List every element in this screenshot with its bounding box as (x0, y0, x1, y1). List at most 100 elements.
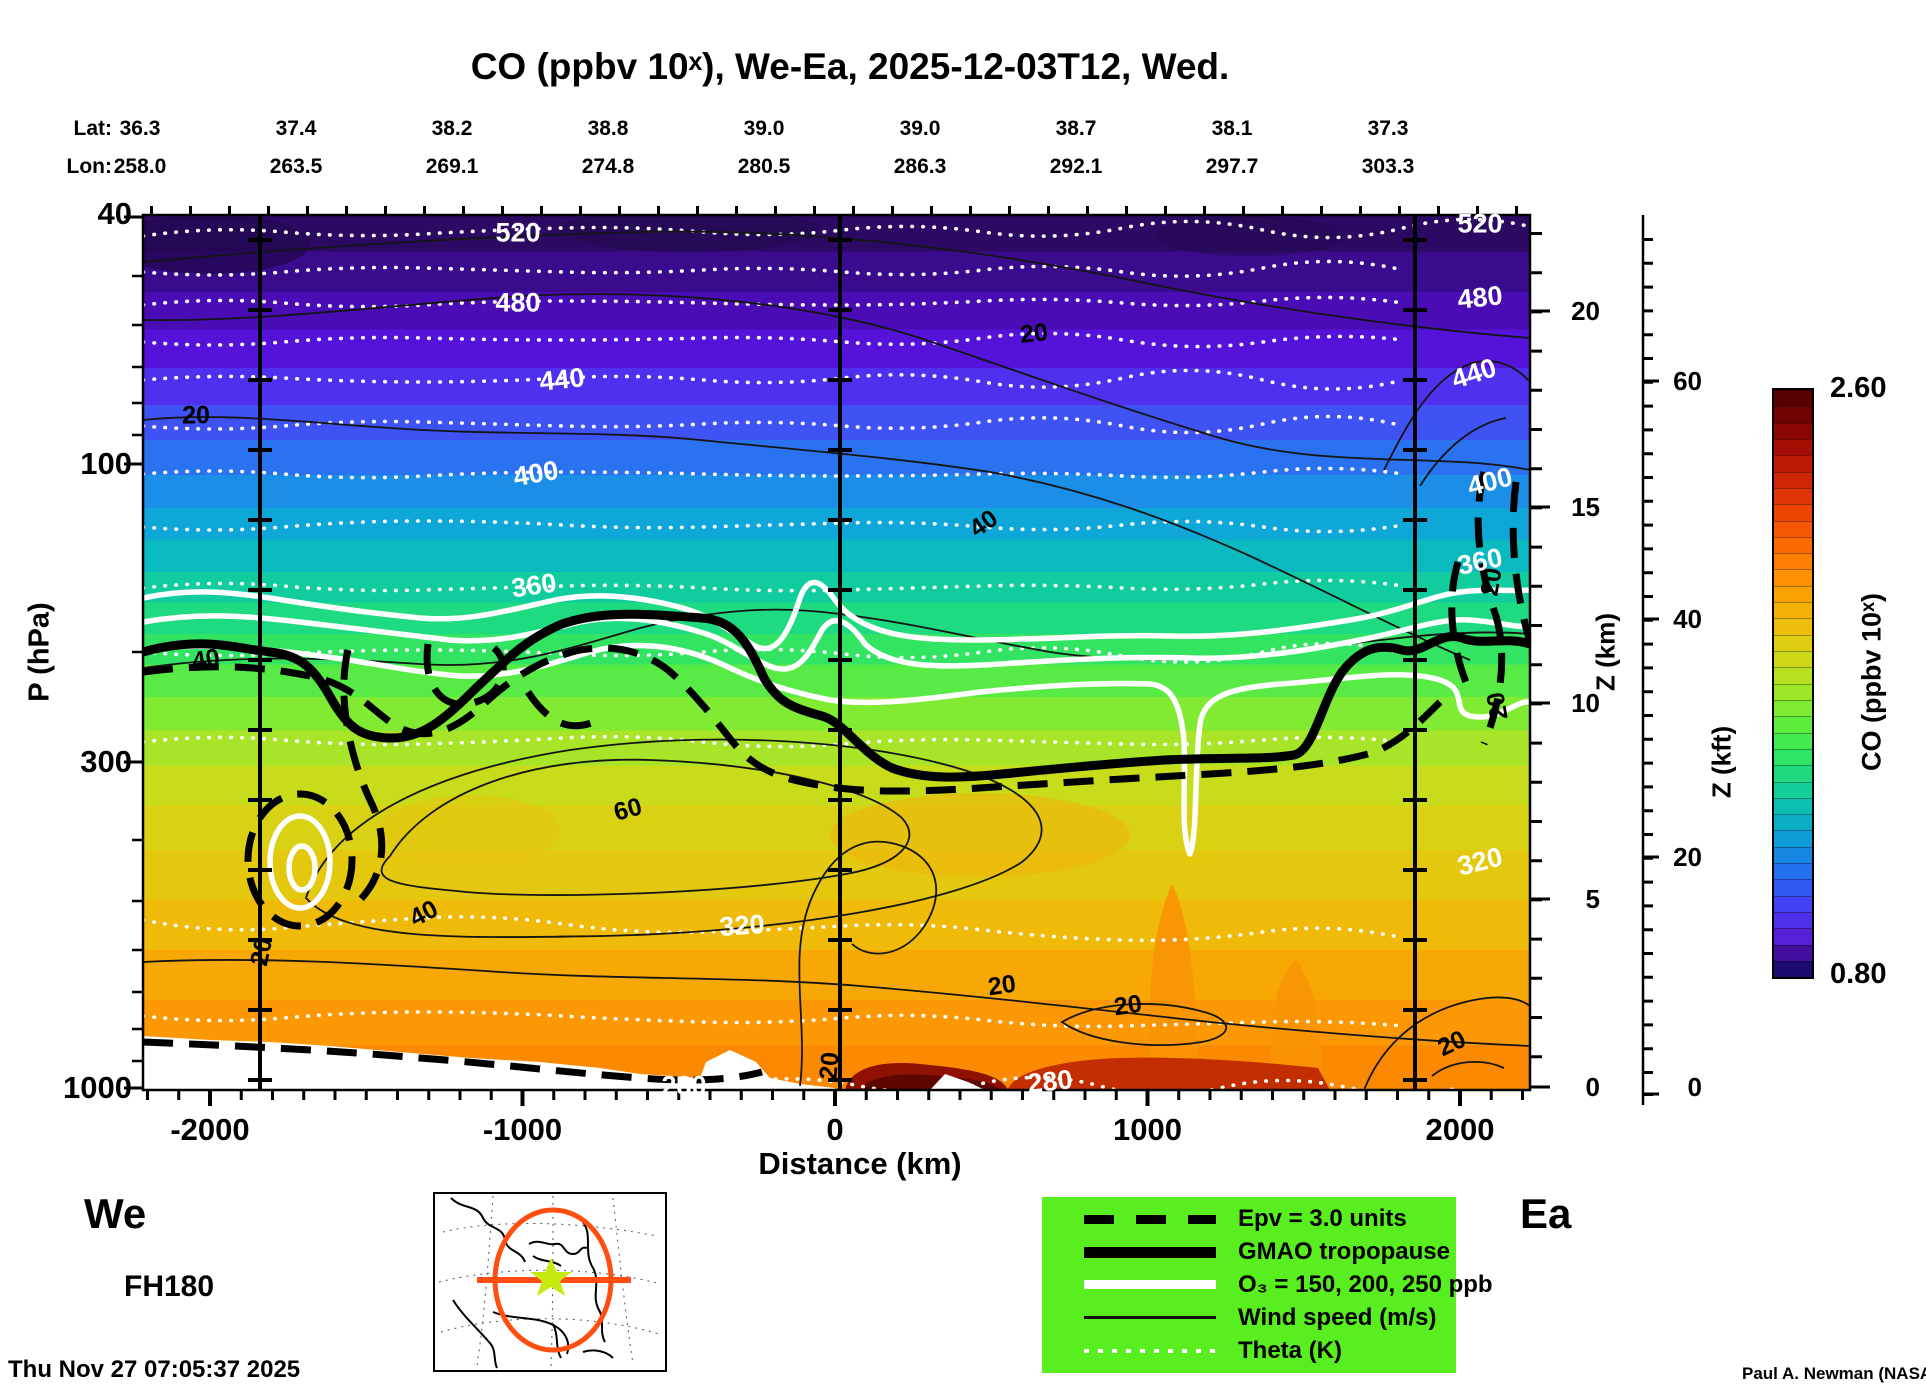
distance-tick-label: 2000 (1425, 1112, 1495, 1147)
distance-tick-label: -2000 (170, 1112, 250, 1147)
lat-value: 39.0 (899, 117, 941, 140)
lon-value: 269.1 (425, 155, 479, 178)
forecast-hour-label: FH180 (124, 1270, 215, 1303)
z-km-axis-title: Z (km) (1590, 613, 1621, 691)
lon-value: 303.3 (1361, 155, 1415, 178)
z-kft-tick-label: 60 (1673, 366, 1702, 396)
legend-entry-label: Epv = 3.0 units (1238, 1205, 1407, 1233)
colorbar-cell (1774, 406, 1812, 423)
legend-entry: Wind speed (m/s) (1042, 1303, 1456, 1333)
colorbar-cell (1774, 814, 1812, 831)
distance-tick-label: -1000 (482, 1112, 563, 1147)
lat-value: 37.3 (1367, 117, 1409, 140)
colorbar-cell (1774, 863, 1812, 880)
z-km-tick-label: 20 (1571, 296, 1600, 326)
colorbar-cell (1774, 732, 1812, 749)
legend-entry-label: O₃ = 150, 200, 250 ppb (1238, 1270, 1493, 1298)
colorbar-cell (1774, 716, 1812, 733)
pressure-axis-title: P (hPa) (23, 602, 56, 702)
map-inset (433, 1192, 667, 1372)
page-title: CO (ppbv 10ˣ), We-Ea, 2025-12-03T12, Wed… (470, 46, 1230, 87)
lon-label: Lon: (66, 155, 112, 178)
colorbar-cell (1774, 438, 1812, 456)
colorbar-cell (1774, 422, 1812, 439)
colorbar-cell (1774, 683, 1812, 700)
lon-value: 263.5 (269, 155, 323, 178)
legend-entry-label: Theta (K) (1238, 1336, 1342, 1364)
axis-ticks (124, 206, 1659, 1106)
colorbar-cell (1774, 895, 1812, 912)
map-coastlines (450, 1197, 614, 1369)
epv-contours (143, 471, 1530, 1084)
wind-contour-label: 20 (986, 969, 1018, 1002)
legend-line-sample (1084, 1280, 1216, 1290)
wind-contour-label: 20 (1475, 565, 1508, 599)
theta-contour-label: 480 (1455, 280, 1504, 315)
lon-value: 297.7 (1205, 155, 1259, 178)
colorbar-cell (1774, 602, 1812, 619)
distance-axis-title: Distance (km) (758, 1146, 962, 1181)
colorbar-cell (1774, 536, 1812, 554)
theta-contour-label: 440 (537, 362, 586, 397)
z-km-tick-label: 10 (1571, 688, 1600, 718)
credit-text: Paul A. Newman (NASA (1742, 1364, 1926, 1383)
colorbar-cell (1774, 634, 1812, 651)
colorbar-cell (1774, 765, 1812, 782)
lat-value: 36.3 (119, 117, 161, 140)
colorbar-cell (1774, 585, 1812, 603)
colorbar-cell (1774, 667, 1812, 684)
theta-contour-label: 360 (509, 567, 559, 604)
z-km-tick-label: 0 (1585, 1072, 1600, 1102)
theta-contour-label: 520 (495, 217, 541, 248)
wind-contour-label: 40 (189, 643, 223, 676)
wind-contour-label: 20 (814, 1050, 845, 1082)
colorbar-cell (1774, 781, 1812, 798)
colorbar-cell (1774, 879, 1812, 896)
colorbar-cell (1774, 504, 1812, 521)
colorbar-cell (1774, 390, 1812, 407)
colorbar-max-label: 2.60 (1830, 372, 1887, 404)
wind-contour-label: 20 (1112, 989, 1144, 1022)
legend-line-sample (1084, 1348, 1216, 1353)
colorbar-cell (1774, 944, 1812, 961)
legend-line-sample (1084, 1214, 1216, 1224)
colorbar-cell (1774, 651, 1812, 668)
wind-contour-label: 20 (244, 935, 279, 969)
theta-contour-label: 280 (1025, 1064, 1074, 1099)
colorbar (1772, 388, 1814, 979)
legend-entry: O₃ = 150, 200, 250 ppb (1042, 1270, 1493, 1300)
pressure-tick-label: 100 (80, 446, 132, 481)
pressure-tick-label: 1000 (63, 1070, 132, 1105)
wind-speed-contours (143, 230, 1530, 1090)
colorbar-title: CO (ppbv 10ˣ) (1856, 593, 1887, 771)
lat-value: 38.2 (431, 117, 473, 140)
z-km-tick-label: 15 (1571, 492, 1600, 522)
distance-tick-label: 0 (826, 1112, 844, 1147)
distance-tick-label: 1000 (1113, 1112, 1182, 1147)
lat-value: 39.0 (743, 117, 785, 140)
colorbar-cell (1774, 520, 1812, 537)
legend: Epv = 3.0 units GMAO tropopause O₃ = 150… (1042, 1197, 1493, 1373)
theta-contour-label: 280 (661, 1070, 707, 1101)
lon-value: 280.5 (737, 155, 791, 178)
tropopause-line (143, 609, 1530, 782)
lat-value: 38.7 (1055, 117, 1097, 140)
east-endpoint-label: Ea (1520, 1190, 1572, 1237)
colorbar-cell (1774, 553, 1812, 570)
legend-line-sample (1084, 1246, 1216, 1258)
colorbar-cell (1774, 487, 1812, 505)
z-kft-tick-label: 40 (1673, 604, 1702, 634)
colorbar-cell (1774, 748, 1812, 766)
wind-contour-label: 20 (1018, 318, 1050, 349)
z-kft-axis-title: Z (kft) (1706, 725, 1737, 799)
z-km-tick-label: 5 (1585, 884, 1600, 914)
colorbar-min-label: 0.80 (1830, 958, 1887, 990)
pressure-tick-label: 40 (97, 196, 132, 231)
lon-value: 274.8 (581, 155, 635, 178)
lat-value: 38.8 (587, 117, 629, 140)
z-kft-tick-label: 20 (1673, 842, 1702, 872)
waypoint-reference-lines (248, 215, 1427, 1090)
lat-value: 37.4 (275, 117, 317, 140)
